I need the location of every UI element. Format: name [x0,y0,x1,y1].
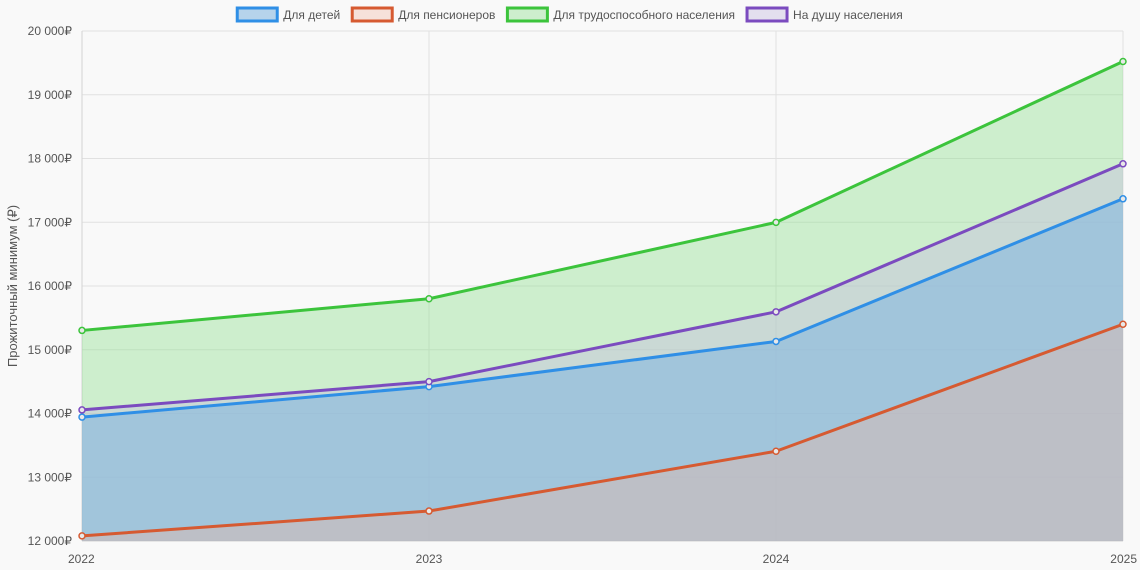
data-point[interactable] [78,326,86,335]
data-point[interactable] [78,532,86,540]
data-point[interactable] [772,337,780,346]
y-tick-label: 17 000₽ [28,215,73,229]
y-tick-label: 20 000₽ [28,24,73,38]
data-point[interactable] [1119,320,1127,328]
data-point[interactable] [772,308,780,316]
series-areas [82,61,1123,542]
legend-item-2[interactable]: Для пенсионеров [350,6,495,23]
data-point[interactable] [772,218,780,227]
y-tick-label: 12 000₽ [28,534,73,548]
line-4 [81,162,1124,412]
x-tick-label: 2025 [1110,552,1137,566]
legend-swatch [745,6,789,23]
y-tick-label: 15 000₽ [28,343,73,357]
x-axis-ticks: 2022 2023 2024 2025 [68,552,1137,566]
y-axis-title: Прожиточный минимум (₽) [5,205,20,367]
line-2 [81,322,1124,538]
y-axis-ticks: 12 000₽ 13 000₽ 14 000₽ 15 000₽ 16 000₽ 17 00… [28,24,73,548]
data-point[interactable] [425,377,433,386]
line-3 [81,60,1124,332]
y-tick-label: 16 000₽ [28,279,73,293]
data-point[interactable] [1119,195,1127,203]
data-point[interactable] [425,295,433,303]
area-1 [82,198,1123,542]
legend-swatch [235,6,279,23]
line-1 [81,197,1124,419]
y-tick-label: 19 000₽ [28,88,73,102]
legend-label: Для трудоспособного населения [553,8,735,22]
legend: Для детей Для пенсионеров Для трудоспособн… [235,6,903,23]
series-points [78,57,1127,540]
y-tick-label: 13 000₽ [28,470,73,484]
legend-swatch [350,6,394,23]
y-tick-label: 14 000₽ [28,407,73,421]
x-tick-label: 2023 [416,552,443,566]
data-point[interactable] [1119,57,1127,66]
legend-item-1[interactable]: Для детей [235,6,340,23]
area-2 [82,324,1123,541]
legend-label: На душу населения [793,8,903,22]
data-point[interactable] [78,406,86,414]
x-tick-label: 2024 [763,552,790,566]
data-point[interactable] [78,413,86,421]
data-point[interactable] [425,507,433,515]
series-lines [81,60,1124,538]
y-tick-label: 18 000₽ [28,152,73,166]
x-tick-label: 2022 [68,552,95,566]
data-point[interactable] [772,447,780,455]
legend-label: Для пенсионеров [398,8,495,22]
legend-swatch [505,6,549,23]
legend-item-3[interactable]: Для трудоспособного населения [505,6,735,23]
legend-item-4[interactable]: На душу населения [745,6,903,23]
data-point[interactable] [1119,160,1127,168]
legend-label: Для детей [283,8,340,22]
